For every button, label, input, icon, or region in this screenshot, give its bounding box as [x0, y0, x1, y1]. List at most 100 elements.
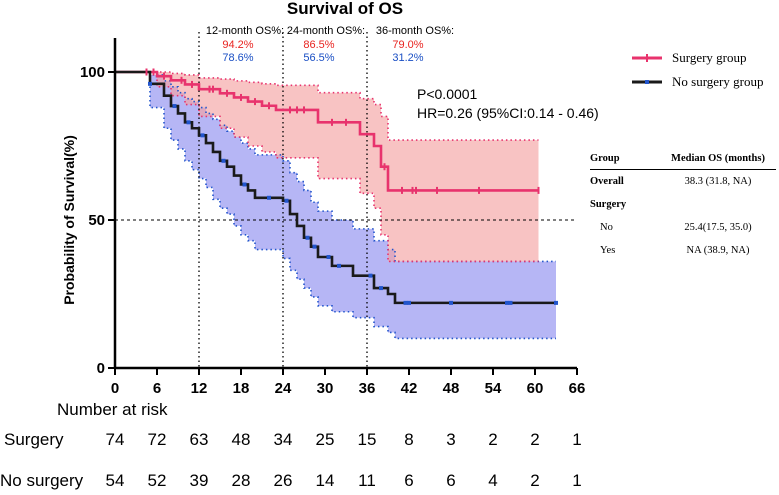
no-surgery-censor-mark — [312, 244, 317, 249]
surgery-ci-band — [115, 72, 539, 262]
risk-value: 2 — [530, 430, 540, 449]
risk-value: 1 — [572, 430, 582, 449]
no-surgery-censor-mark — [368, 273, 373, 278]
no-surgery-ci-lower — [115, 71, 556, 340]
no-surgery-censor-mark — [284, 198, 289, 203]
no-surgery-censor-mark — [554, 300, 558, 305]
p-value-text: P<0.0001 — [417, 86, 478, 102]
x-tick-label: 54 — [485, 380, 502, 397]
risk-value: 63 — [189, 430, 209, 449]
no-surgery-censor-mark — [267, 195, 271, 200]
legend-no-surgery-marker — [645, 80, 649, 84]
median-header-group: Group — [590, 153, 620, 164]
median-row-yes: Yes NA (38.9, NA) — [590, 239, 776, 262]
risk-value: 6 — [446, 471, 456, 490]
median-row-value: 38.3 (31.8, NA) — [684, 176, 752, 187]
no-surgery-censor-mark — [172, 104, 177, 109]
no-surgery-censor-mark — [148, 81, 152, 86]
surgery-ci-lower — [115, 71, 539, 263]
x-tick-label: 42 — [401, 380, 418, 397]
no-surgery-censor-mark — [221, 158, 226, 163]
risk-value: 1 — [572, 471, 582, 490]
chart-title: Survival of OS — [287, 0, 403, 18]
no-surgery-censor-mark — [186, 120, 191, 125]
median-row-value: 25.4(17.5, 35.0) — [684, 222, 752, 233]
median-header-value: Median OS (months) — [671, 153, 765, 164]
median-row-group: Surgery — [590, 199, 627, 210]
risk-value: 39 — [189, 471, 209, 490]
risk-value: 11 — [358, 471, 376, 490]
y-tick-label: 100 — [80, 64, 105, 81]
risk-value: 2 — [530, 471, 540, 490]
median-row-overall: Overall 38.3 (31.8, NA) — [590, 170, 776, 193]
hazard-ratio-text: HR=0.26 (95%CI:0.14 - 0.46) — [417, 105, 599, 121]
milestone-surgery-value: 79.0% — [392, 39, 423, 51]
milestone-no-surgery-value: 78.6% — [222, 52, 253, 64]
median-row-value: NA (38.9, NA) — [686, 245, 750, 256]
y-tick-label: 0 — [97, 360, 105, 377]
y-axis-title: Probability of Survival(%) — [61, 135, 77, 305]
risk-value: 2 — [488, 430, 498, 449]
risk-value: 28 — [231, 471, 251, 490]
median-row-value — [660, 199, 776, 210]
no-surgery-censor-mark — [403, 300, 408, 305]
milestone-label: 36-month OS%: — [376, 25, 454, 37]
surgery-curve — [115, 70, 539, 192]
no-surgery-censor-mark — [337, 263, 341, 268]
median-table-header: Group Median OS (months) — [590, 150, 776, 170]
median-row-surgery: Surgery — [590, 193, 776, 216]
risk-value: 15 — [357, 430, 377, 449]
risk-row-label: No surgery — [0, 471, 84, 490]
risk-value: 48 — [231, 430, 251, 449]
y-tick-label: 50 — [88, 212, 105, 229]
risk-row-no-surgery: No surgery 54 52 39 28 26 14 11 6 6 4 2 1 — [0, 471, 779, 495]
x-tick-label: 18 — [233, 380, 250, 397]
no-surgery-censor-mark — [449, 300, 453, 305]
x-tick-label: 66 — [569, 380, 586, 397]
median-os-table: Group Median OS (months) Overall 38.3 (3… — [590, 150, 776, 262]
x-tick-label: 12 — [191, 380, 208, 397]
x-tick-label: 6 — [153, 380, 161, 397]
risk-value: 4 — [488, 471, 498, 490]
risk-row-surgery: Surgery 74 72 63 48 34 25 15 8 3 2 2 1 — [0, 430, 779, 454]
x-tick-label: 24 — [275, 380, 292, 397]
median-row-group: Overall — [590, 176, 624, 187]
no-surgery-censor-mark — [379, 286, 383, 291]
risk-value: 34 — [273, 430, 293, 449]
x-tick-label: 60 — [527, 380, 544, 397]
risk-table-title: Number at risk — [57, 400, 168, 419]
milestone-no-surgery-value: 56.5% — [303, 52, 334, 64]
x-tick-label: 48 — [443, 380, 460, 397]
no-surgery-censor-mark — [505, 300, 509, 305]
milestone-surgery-value: 94.2% — [222, 39, 253, 51]
risk-value: 14 — [315, 471, 335, 490]
km-chart: 0 6 12 18 24 30 36 42 48 54 60 66 0 50 100 Survival of … — [61, 0, 763, 397]
x-tick-label: 36 — [359, 380, 376, 397]
x-tick-label: 30 — [317, 380, 334, 397]
no-surgery-censor-mark — [242, 182, 247, 187]
milestone-no-surgery-value: 31.2% — [392, 52, 423, 64]
risk-value: 8 — [404, 430, 414, 449]
risk-value: 25 — [315, 430, 335, 449]
no-surgery-censor-mark — [326, 255, 331, 259]
risk-value: 72 — [147, 430, 167, 449]
milestone-label: 12-month OS%: — [206, 25, 284, 37]
no-surgery-ci-band — [115, 72, 556, 339]
risk-row-label: Surgery — [4, 430, 64, 449]
no-surgery-censor-mark — [305, 235, 310, 240]
surgery-ci-upper — [115, 71, 539, 141]
risk-value: 26 — [273, 471, 293, 490]
risk-value: 52 — [147, 471, 167, 490]
legend-no-surgery-label: No surgery group — [672, 74, 763, 89]
risk-value: 6 — [404, 471, 414, 490]
x-tick-label: 0 — [111, 380, 119, 397]
median-row-group: Yes — [600, 245, 616, 256]
no-surgery-censor-mark — [407, 300, 411, 305]
risk-value: 74 — [105, 430, 125, 449]
risk-value: 54 — [105, 471, 125, 490]
median-row-no: No 25.4(17.5, 35.0) — [590, 216, 776, 239]
median-row-group: No — [600, 222, 613, 233]
milestone-surgery-value: 86.5% — [303, 39, 334, 51]
milestone-label: 24-month OS%: — [287, 25, 365, 37]
risk-value: 3 — [446, 430, 456, 449]
